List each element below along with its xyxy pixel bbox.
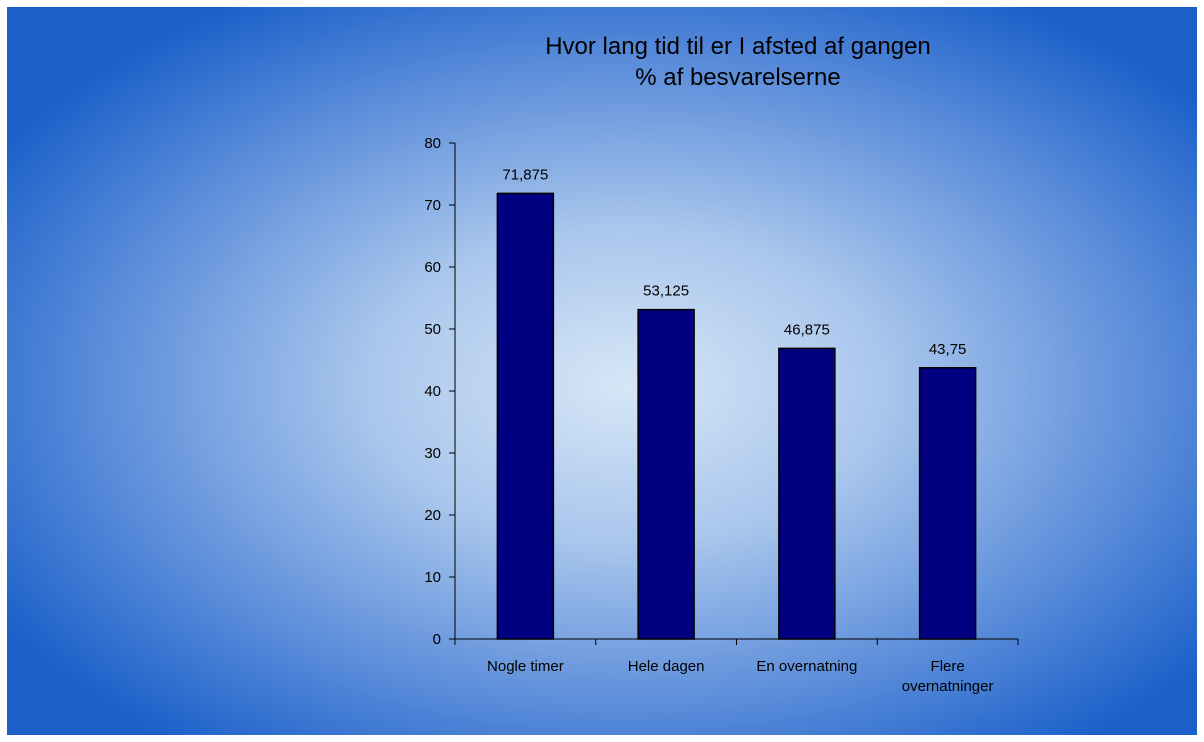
chart-background xyxy=(7,7,1197,735)
y-tick-label: 20 xyxy=(424,507,441,524)
bar xyxy=(778,347,836,640)
data-label: 43,75 xyxy=(929,341,967,358)
bar xyxy=(496,192,555,640)
data-label: 53,125 xyxy=(643,283,689,300)
y-tick-label: 40 xyxy=(424,383,441,400)
x-tick-label: En overnatning xyxy=(756,658,858,675)
data-label: 71,875 xyxy=(502,166,548,183)
y-tick-label: 10 xyxy=(424,569,441,586)
x-tick-label: Hele dagen xyxy=(627,658,705,675)
chart-subtitle: % af besvarelserne xyxy=(635,64,840,91)
data-label: 46,875 xyxy=(784,321,830,338)
x-tick-label: Flere overnatninger xyxy=(901,658,994,695)
x-tick-label: Nogle timer xyxy=(487,658,564,675)
y-tick-label: 70 xyxy=(424,197,441,214)
y-tick-label: 80 xyxy=(424,135,441,152)
y-tick-label: 30 xyxy=(424,445,441,462)
y-tick-label: 50 xyxy=(424,321,441,338)
bar xyxy=(637,308,695,640)
y-tick-label: 0 xyxy=(433,631,441,648)
bar xyxy=(918,367,977,640)
y-tick-label: 60 xyxy=(424,259,441,276)
chart-title: Hvor lang tid til er I afsted af gangen xyxy=(545,33,931,60)
